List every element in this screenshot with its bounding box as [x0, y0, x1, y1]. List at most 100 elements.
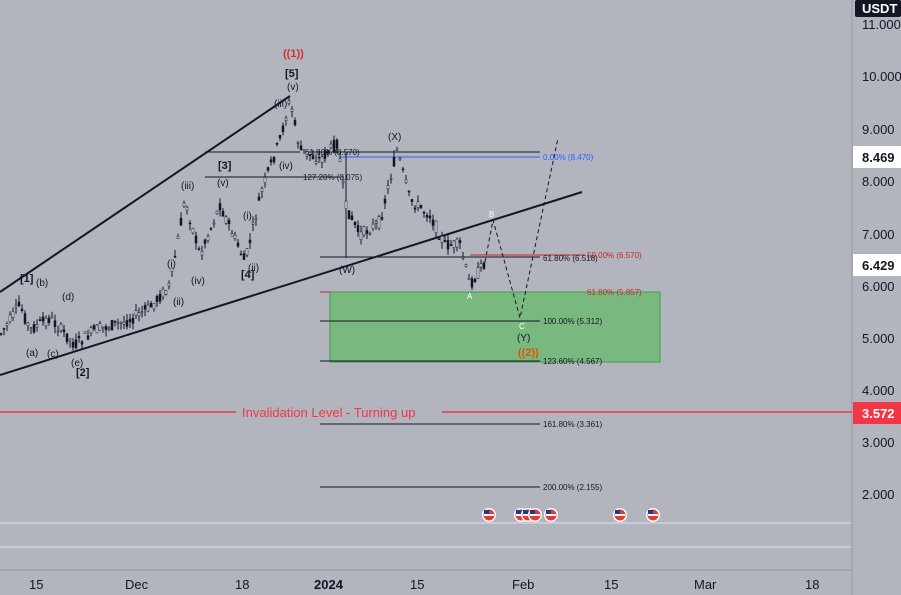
invalidation-price-tag: 3.572 — [853, 402, 901, 424]
candle-body — [212, 222, 216, 225]
us-flag-icon — [613, 508, 627, 522]
wave-label-v: (v) — [287, 82, 299, 93]
candle-body — [80, 341, 84, 345]
candle-body — [47, 317, 51, 323]
wave-label-c-white: C — [519, 322, 525, 331]
wave-label-degree-1: ((1)) — [283, 48, 304, 60]
candle-body — [173, 255, 177, 258]
candle-body — [419, 204, 423, 209]
candle-body — [398, 158, 402, 161]
wave-labels: ((1)) [5] (v) (iii) (iv) [3] (v) (iii) (… — [20, 48, 539, 379]
candle-body — [71, 342, 75, 348]
candle-body — [416, 201, 420, 208]
candle-body — [377, 216, 381, 229]
candle-body — [41, 316, 45, 322]
candle-body — [116, 322, 120, 324]
candle-body — [239, 253, 243, 256]
fib-label-f9: 161.80% (3.361) — [543, 420, 602, 429]
candle-body — [299, 145, 303, 151]
time-tick: 18 — [235, 577, 249, 592]
candle-body — [407, 190, 411, 193]
candle-body — [200, 251, 204, 256]
crosshair-price-tag: 6.429 — [853, 254, 901, 276]
price-axis[interactable]: 11.000 10.000 9.000 8.000 7.000 6.000 5.… — [853, 0, 901, 502]
wave-label-5: [5] — [285, 68, 299, 80]
candle-body — [0, 333, 3, 335]
us-flag-icon — [482, 508, 496, 522]
candle-body — [254, 218, 258, 220]
candle-body — [368, 232, 372, 235]
candle-body — [329, 143, 333, 148]
wave-label-a-white: A — [467, 292, 473, 301]
candle-body — [473, 278, 477, 283]
us-flag-icon — [528, 508, 542, 522]
candle-body — [110, 320, 114, 331]
candle-body — [248, 239, 252, 244]
time-tick: 15 — [410, 577, 424, 592]
candle-body — [50, 316, 54, 319]
candle-body — [59, 323, 63, 331]
candle-body — [401, 168, 405, 171]
wave-label-i: (i) — [167, 259, 176, 270]
candle-body — [218, 203, 222, 211]
trend-lines[interactable] — [0, 95, 583, 376]
fib-label-f5: 50.00% (6.570) — [587, 251, 642, 260]
wave-label-y: (Y) — [517, 333, 530, 344]
target-zone-box[interactable] — [329, 291, 661, 363]
candle-body — [65, 333, 69, 343]
candle-body — [380, 217, 384, 220]
time-tick: 15 — [604, 577, 618, 592]
wave-label-1: [1] — [20, 273, 34, 285]
wave-label-b: (b) — [36, 278, 48, 289]
candle-body — [152, 303, 156, 310]
candle-body — [260, 188, 264, 192]
price-tick: 8.000 — [862, 174, 895, 189]
candle-body — [335, 139, 339, 149]
candle-body — [449, 244, 453, 246]
candle-body — [404, 179, 408, 183]
candle-body — [26, 322, 30, 326]
candle-body — [359, 231, 363, 240]
lower-wedge-line — [0, 191, 583, 376]
candle-body — [95, 324, 99, 334]
candle-body — [206, 236, 210, 241]
wave-label-c: (c) — [47, 349, 59, 360]
invalidation-level[interactable]: Invalidation Level - Turning up — [0, 405, 852, 420]
candle-body — [17, 301, 21, 307]
candle-body — [20, 308, 24, 311]
candle-body — [137, 312, 141, 317]
candle-body — [281, 125, 285, 133]
candle-body — [470, 278, 474, 288]
candle-body — [107, 327, 111, 330]
candle-body — [179, 217, 183, 226]
candle-body — [287, 100, 291, 104]
time-tick: 18 — [805, 577, 819, 592]
wave-label-iii2: (iii) — [181, 181, 194, 192]
currency-badge[interactable]: USDT — [855, 0, 901, 17]
event-flags[interactable] — [482, 508, 660, 522]
candle-body — [257, 196, 261, 201]
upper-wedge-line — [0, 95, 291, 293]
candle-body — [146, 304, 150, 312]
candle-body — [5, 323, 9, 326]
wave-label-ii: (ii) — [173, 297, 184, 308]
candle-body — [263, 177, 267, 184]
candle-body — [32, 324, 36, 333]
candle-body — [230, 233, 234, 237]
fib-label-f7: 100.00% (5.312) — [543, 317, 602, 326]
candle-body — [365, 230, 369, 234]
candle-body — [203, 239, 207, 244]
candle-body — [374, 221, 378, 224]
candle-body — [128, 318, 132, 322]
candlestick-series[interactable] — [0, 95, 486, 351]
wave-label-i2: (i) — [243, 211, 252, 222]
wave-label-iii: (iii) — [274, 99, 287, 110]
candle-body — [176, 236, 180, 239]
time-axis[interactable]: 15 Dec 18 2024 15 Feb 15 Mar 18 — [29, 577, 819, 592]
candle-body — [62, 329, 66, 333]
candle-body — [140, 311, 144, 314]
candle-body — [434, 220, 438, 233]
candle-body — [296, 142, 300, 144]
candle-body — [476, 267, 480, 279]
